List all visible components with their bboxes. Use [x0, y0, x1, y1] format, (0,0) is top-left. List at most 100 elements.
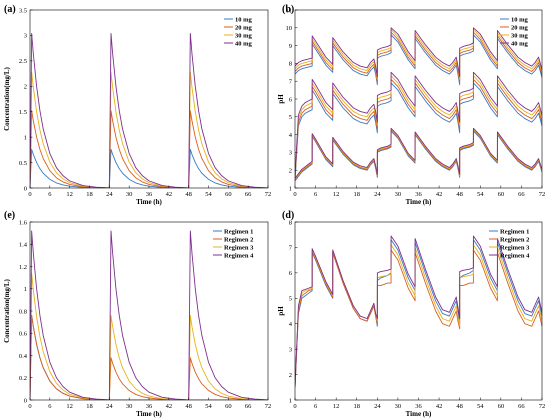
- legend-label: Regimen 2: [224, 236, 253, 243]
- x-tick-label: 66: [245, 403, 252, 410]
- x-tick-label: 0: [28, 403, 31, 410]
- series-line-6: [295, 75, 542, 178]
- plot-area: [295, 235, 542, 388]
- y-tick-label: 0: [24, 397, 27, 404]
- x-tick-label: 42: [166, 191, 173, 198]
- x-tick-label: 24: [106, 403, 113, 410]
- legend-label: Regimen 4: [500, 252, 530, 259]
- y-tick-label: 3.5: [19, 7, 27, 14]
- y-tick-label: 5: [289, 296, 292, 303]
- y-tick-label: 8: [289, 61, 292, 68]
- x-tick-label: 60: [498, 191, 505, 198]
- x-tick-label: 54: [205, 403, 212, 410]
- x-tick-label: 12: [333, 403, 340, 410]
- legend-label: 20 mg: [235, 24, 253, 31]
- x-axis-label: Time (h): [406, 410, 432, 418]
- series-line-7: [295, 71, 542, 176]
- y-tick-label: 1: [24, 134, 27, 141]
- y-tick-label: 2: [24, 84, 27, 91]
- x-tick-label: 60: [225, 403, 232, 410]
- legend-label: Regimen 4: [224, 252, 254, 259]
- y-tick-label: 0.8: [19, 308, 27, 315]
- x-tick-label: 6: [48, 191, 52, 198]
- y-axis-label: Concentration(mg/L): [3, 66, 11, 130]
- x-tick-label: 24: [374, 403, 381, 410]
- series-line-3: [295, 235, 542, 388]
- x-tick-label: 24: [374, 191, 381, 198]
- series-line-0: [30, 148, 268, 188]
- x-tick-label: 48: [185, 191, 192, 198]
- legend-label: Regimen 3: [224, 244, 254, 251]
- legend-label: 10 mg: [511, 16, 529, 23]
- y-tick-label: 4: [289, 132, 293, 139]
- series-line-0: [295, 239, 542, 388]
- y-tick-label: 8: [289, 219, 292, 226]
- x-tick-label: 30: [395, 403, 402, 410]
- x-tick-label: 0: [293, 191, 296, 198]
- y-tick-label: 2.5: [19, 58, 27, 65]
- y-tick-label: 0.5: [19, 160, 27, 167]
- series-line-4: [295, 82, 542, 181]
- y-tick-label: 7: [289, 245, 293, 252]
- x-tick-label: 72: [265, 191, 272, 198]
- y-tick-label: 2: [289, 372, 292, 379]
- x-tick-label: 30: [126, 191, 133, 198]
- y-tick-label: 4: [289, 321, 293, 328]
- x-tick-label: 0: [293, 403, 296, 410]
- y-tick-label: 5: [289, 114, 292, 121]
- series-line-3: [295, 27, 542, 78]
- x-tick-label: 72: [265, 403, 272, 410]
- x-tick-label: 30: [126, 403, 133, 410]
- x-tick-label: 60: [498, 403, 505, 410]
- x-tick-label: 60: [225, 191, 232, 198]
- plot-area: [30, 32, 268, 188]
- x-tick-label: 6: [48, 403, 52, 410]
- legend-label: Regimen 2: [500, 236, 529, 243]
- series-line-1: [295, 31, 542, 83]
- y-tick-label: 9: [289, 43, 292, 50]
- x-tick-label: 18: [354, 191, 361, 198]
- legend-label: 30 mg: [511, 32, 529, 39]
- series-line-1: [295, 249, 542, 388]
- series-line-2: [295, 244, 542, 388]
- x-tick-label: 12: [333, 191, 340, 198]
- x-tick-label: 36: [146, 403, 153, 410]
- series-line-2: [30, 71, 268, 188]
- legend-label: 40 mg: [235, 40, 253, 47]
- x-tick-label: 12: [66, 191, 73, 198]
- y-tick-label: 1: [289, 185, 292, 192]
- x-tick-label: 30: [395, 191, 402, 198]
- plot-area: [295, 27, 542, 182]
- x-tick-label: 18: [354, 403, 361, 410]
- x-tick-label: 18: [86, 403, 93, 410]
- legend-label: 30 mg: [235, 32, 253, 39]
- panel-label-a: (a): [4, 4, 16, 15]
- series-line-11: [295, 127, 542, 179]
- x-tick-label: 72: [539, 191, 546, 198]
- x-tick-label: 48: [456, 403, 463, 410]
- x-tick-label: 24: [106, 191, 113, 198]
- x-tick-label: 18: [86, 191, 93, 198]
- x-tick-label: 42: [166, 403, 173, 410]
- series-line-2: [30, 272, 268, 400]
- legend-label: 10 mg: [235, 16, 253, 23]
- series-line-3: [30, 230, 268, 400]
- x-tick-label: 66: [518, 191, 525, 198]
- series-line-1: [30, 110, 268, 188]
- x-tick-label: 42: [436, 403, 443, 410]
- x-tick-label: 6: [314, 403, 318, 410]
- y-tick-label: 1.6: [19, 219, 28, 226]
- x-tick-label: 72: [539, 403, 546, 410]
- x-tick-label: 54: [477, 403, 484, 410]
- y-tick-label: 3: [24, 33, 27, 40]
- y-tick-label: 0.2: [19, 375, 27, 382]
- y-tick-label: 6: [289, 96, 293, 103]
- series-line-0: [295, 34, 542, 86]
- y-tick-label: 1.4: [19, 242, 28, 249]
- x-tick-label: 36: [415, 403, 422, 410]
- x-tick-label: 66: [245, 191, 252, 198]
